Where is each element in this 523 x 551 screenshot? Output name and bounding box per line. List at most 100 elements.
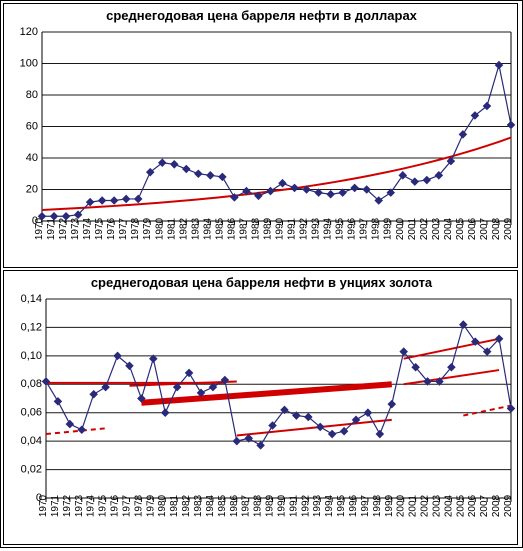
chart-svg: среднегодовая цена барреля нефти в долла… [4, 4, 519, 269]
chart-oil-usd: среднегодовая цена барреля нефти в долла… [3, 3, 518, 268]
data-marker [423, 176, 430, 183]
xtick-label: 2001 [408, 494, 419, 517]
xtick-label: 1997 [359, 217, 370, 240]
xtick-label: 1987 [238, 217, 249, 240]
xtick-label: 1976 [106, 217, 117, 240]
xtick-label: 1980 [157, 494, 168, 517]
xtick-label: 1992 [299, 217, 310, 240]
xtick-label: 2007 [479, 494, 490, 517]
ytick-label: 60 [26, 120, 38, 132]
xtick-label: 2004 [443, 217, 454, 240]
xtick-label: 1992 [300, 494, 311, 517]
data-marker [78, 426, 85, 433]
xtick-label: 2009 [503, 494, 514, 517]
data-marker [90, 391, 97, 398]
xtick-label: 1994 [324, 494, 335, 517]
xtick-label: 1974 [82, 217, 93, 240]
data-marker [364, 409, 371, 416]
xtick-label: 2006 [467, 494, 478, 517]
xtick-label: 2002 [420, 494, 431, 517]
xtick-label: 1975 [94, 217, 105, 240]
xtick-label: 1977 [121, 494, 132, 517]
data-marker [99, 197, 106, 204]
xtick-label: 1982 [181, 494, 192, 517]
ytick-label: 40 [26, 152, 38, 164]
xtick-label: 1990 [275, 217, 286, 240]
data-marker [162, 409, 169, 416]
xtick-label: 2009 [503, 217, 514, 240]
xtick-label: 1984 [202, 217, 213, 240]
xtick-label: 1987 [241, 494, 252, 517]
ytick-label: 0,08 [21, 378, 42, 390]
ytick-label: 120 [20, 26, 38, 38]
chart-svg: среднегодовая цена барреля нефти в унция… [4, 271, 519, 546]
ytick-label: 0,06 [21, 407, 42, 419]
data-marker [123, 195, 130, 202]
xtick-label: 1982 [178, 217, 189, 240]
chart-oil-gold-oz: среднегодовая цена барреля нефти в унция… [3, 270, 518, 545]
data-marker [459, 131, 466, 138]
xtick-label: 2005 [455, 494, 466, 517]
xtick-label: 2001 [407, 217, 418, 240]
xtick-label: 2006 [467, 217, 478, 240]
xtick-label: 2008 [491, 494, 502, 517]
xtick-label: 1979 [142, 217, 153, 240]
xtick-label: 1989 [265, 494, 276, 517]
xtick-label: 1988 [253, 494, 264, 517]
data-marker [388, 401, 395, 408]
xtick-label: 1988 [250, 217, 261, 240]
xtick-label: 2004 [443, 494, 454, 517]
trend-segment [404, 370, 499, 384]
xtick-label: 2003 [431, 494, 442, 517]
xtick-label: 1985 [217, 494, 228, 517]
xtick-label: 1994 [323, 217, 334, 240]
xtick-label: 1998 [372, 494, 383, 517]
xtick-label: 1995 [335, 217, 346, 240]
xtick-label: 1972 [62, 494, 73, 517]
xtick-label: 1971 [46, 217, 57, 240]
data-marker [233, 438, 240, 445]
xtick-label: 2003 [431, 217, 442, 240]
xtick-label: 2008 [491, 217, 502, 240]
ytick-label: 0,02 [21, 463, 42, 475]
data-line [46, 325, 511, 446]
xtick-label: 2000 [396, 494, 407, 517]
xtick-label: 1993 [312, 494, 323, 517]
data-marker [171, 161, 178, 168]
xtick-label: 1981 [166, 217, 177, 240]
trend-segment [463, 406, 511, 416]
data-marker [315, 189, 322, 196]
data-marker [411, 178, 418, 185]
xtick-label: 1981 [169, 494, 180, 517]
xtick-label: 1983 [193, 494, 204, 517]
data-marker [195, 170, 202, 177]
data-marker [387, 189, 394, 196]
chart-title: среднегодовая цена барреля нефти в долла… [106, 8, 418, 23]
xtick-label: 1999 [383, 217, 394, 240]
data-marker [376, 430, 383, 437]
data-marker [267, 188, 274, 195]
xtick-label: 2007 [479, 217, 490, 240]
xtick-label: 1995 [336, 494, 347, 517]
xtick-label: 1999 [384, 494, 395, 517]
data-marker [351, 184, 358, 191]
xtick-label: 1983 [190, 217, 201, 240]
xtick-label: 1991 [288, 494, 299, 517]
xtick-label: 1989 [262, 217, 273, 240]
xtick-label: 1993 [311, 217, 322, 240]
xtick-label: 2005 [455, 217, 466, 240]
data-marker [207, 172, 214, 179]
xtick-label: 1996 [348, 494, 359, 517]
xtick-label: 1976 [110, 494, 121, 517]
trend-segment [46, 428, 106, 434]
xtick-label: 1986 [226, 217, 237, 240]
xtick-label: 1970 [38, 494, 49, 517]
xtick-label: 1998 [371, 217, 382, 240]
xtick-label: 1986 [229, 494, 240, 517]
xtick-label: 1984 [205, 494, 216, 517]
data-marker [279, 180, 286, 187]
data-marker [327, 191, 334, 198]
xtick-label: 1978 [133, 494, 144, 517]
xtick-label: 1990 [276, 494, 287, 517]
data-marker [183, 165, 190, 172]
